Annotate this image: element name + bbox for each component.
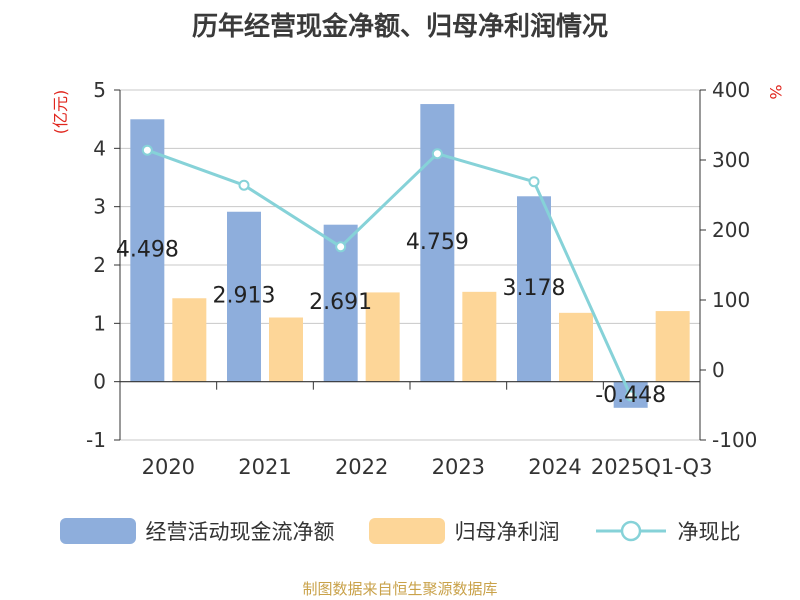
y-left-axis-label: (亿元) [51, 90, 70, 135]
data-label-cash-flow: 4.498 [116, 237, 179, 262]
source-note: 制图数据来自恒生聚源数据库 [302, 580, 498, 598]
legend-swatch-ratio [595, 520, 666, 542]
y-right-tick-label: 400 [712, 78, 750, 102]
point-ratio [238, 179, 250, 191]
x-tick-label: 2020 [142, 455, 195, 479]
bar-net-profit [655, 311, 690, 382]
bar-net-profit [172, 298, 207, 382]
bar-net-profit [269, 317, 303, 382]
legend-item-cash-flow[interactable]: 经营活动现金流净额 [59, 516, 335, 546]
legend-item-ratio[interactable]: 净现比 [594, 516, 741, 546]
bar-net-profit [559, 312, 593, 382]
data-label-cash-flow: -0.448 [595, 383, 666, 408]
x-tick-label: 2025Q1-Q3 [591, 455, 713, 479]
y-right-tick-label: 200 [712, 218, 750, 242]
bar-cash-flow [130, 119, 165, 382]
point-ratio [528, 176, 540, 188]
y-right-tick-label: 0 [712, 358, 725, 382]
y-right-tick-label: -100 [712, 428, 757, 452]
bar-cash-flow [227, 211, 261, 382]
legend-label-net-profit: 归母净利润 [454, 520, 560, 544]
data-label-cash-flow: 4.759 [406, 230, 469, 255]
line-ratio [146, 148, 633, 397]
y-left-tick-label: 2 [93, 253, 106, 277]
y-right-tick-label: 300 [712, 148, 750, 172]
legend-item-net-profit[interactable]: 归母净利润 [368, 516, 560, 546]
point-ratio [141, 144, 153, 156]
y-left-tick-label: 4 [93, 136, 106, 160]
legend-swatch-net-profit [368, 518, 445, 544]
legend-swatch-cash-flow [59, 518, 136, 544]
x-tick-label: 2023 [432, 455, 485, 479]
y-left-tick-label: 5 [93, 78, 106, 102]
data-label-cash-flow: 3.178 [503, 276, 566, 301]
y-left-tick-label: 0 [93, 370, 106, 394]
x-tick-label: 2024 [528, 455, 581, 479]
y-left-tick-label: 3 [93, 195, 106, 219]
x-tick-label: 2021 [238, 455, 291, 479]
chart-title: 历年经营现金净额、归母净利润情况 [191, 12, 608, 42]
legend-label-ratio: 净现比 [677, 520, 741, 544]
point-ratio [625, 390, 637, 402]
x-tick-label: 2022 [335, 455, 388, 479]
y-right-axis-label: % [766, 84, 785, 99]
legend: 经营活动现金流净额 归母净利润 净现比 [0, 516, 800, 546]
bar-net-profit [365, 292, 400, 382]
data-label-cash-flow: 2.913 [213, 284, 276, 309]
bar-cash-flow [517, 196, 551, 382]
y-left-tick-label: 1 [93, 311, 106, 335]
y-right-tick-label: 100 [712, 288, 750, 312]
data-label-cash-flow: 2.691 [309, 290, 372, 315]
point-ratio [335, 241, 347, 253]
y-left-tick-label: -1 [86, 428, 106, 452]
point-ratio [431, 148, 443, 160]
legend-label-cash-flow: 经营活动现金流净额 [145, 520, 335, 544]
bar-net-profit [462, 291, 497, 382]
